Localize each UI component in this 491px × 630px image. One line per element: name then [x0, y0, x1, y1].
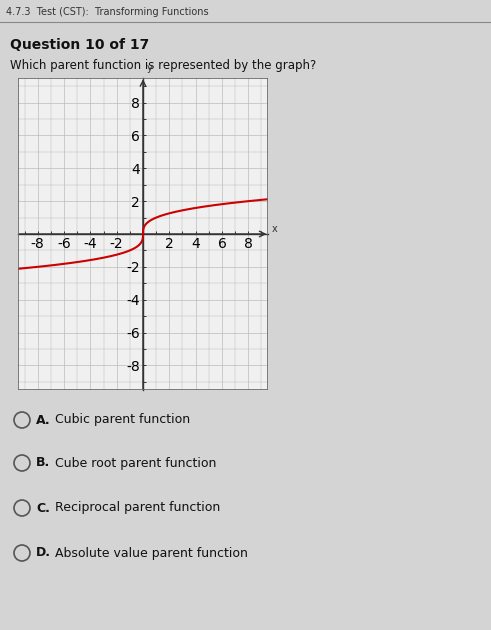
Text: x: x	[272, 224, 278, 234]
Text: 4.7.3  Test (CST):  Transforming Functions: 4.7.3 Test (CST): Transforming Functions	[6, 7, 209, 17]
Text: D.: D.	[36, 546, 51, 559]
Text: Cubic parent function: Cubic parent function	[55, 413, 190, 427]
Text: Question 10 of 17: Question 10 of 17	[10, 38, 149, 52]
Text: Which parent function is represented by the graph?: Which parent function is represented by …	[10, 59, 316, 71]
Text: C.: C.	[36, 501, 50, 515]
Text: Absolute value parent function: Absolute value parent function	[55, 546, 248, 559]
Text: y: y	[147, 63, 153, 73]
Text: A.: A.	[36, 413, 51, 427]
Text: Reciprocal parent function: Reciprocal parent function	[55, 501, 220, 515]
Text: B.: B.	[36, 457, 50, 469]
Text: Cube root parent function: Cube root parent function	[55, 457, 217, 469]
Bar	[0, 0, 491, 22]
